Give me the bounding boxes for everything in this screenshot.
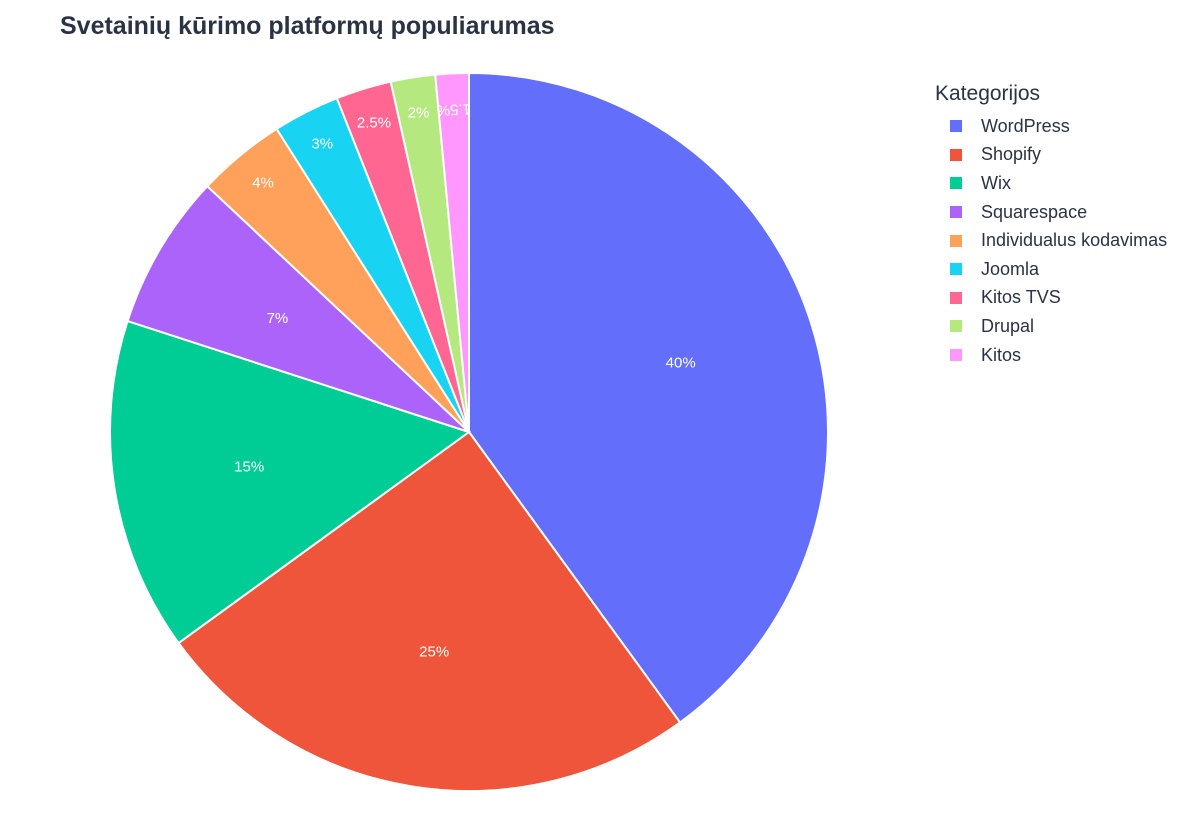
- pie-labels: 40% 25% 15% 7% 4% 3% 2.5% 2% 1.5%: [234, 100, 696, 660]
- legend-swatch: [950, 234, 962, 247]
- legend-swatch: [950, 148, 962, 161]
- legend-swatch: [950, 177, 962, 190]
- chart-title: Svetainių kūrimo platformų populiarumas: [60, 12, 555, 40]
- legend-item-wordpress[interactable]: WordPress: [935, 112, 1167, 141]
- pie-slice-kitos: [434, 71, 470, 433]
- legend-label: Joomla: [981, 258, 1040, 279]
- legend-swatch: [950, 291, 962, 304]
- legend-label: Kitos: [981, 344, 1022, 365]
- pie-slices: [109, 71, 829, 792]
- legend-swatch: [950, 349, 962, 362]
- slice-label-wix: 15%: [234, 458, 264, 475]
- legend: Kategorijos WordPress Shopify Wix Squarespa…: [935, 82, 1167, 369]
- legend-label: Kitos TVS: [981, 287, 1061, 308]
- legend-label: WordPress: [981, 115, 1070, 136]
- legend-swatch: [950, 263, 962, 276]
- slice-label-kitos: 1.5%: [436, 100, 471, 119]
- pie-slice-wix: [109, 319, 472, 645]
- legend-swatch: [950, 320, 962, 333]
- legend-item-wix[interactable]: Wix: [935, 169, 1167, 198]
- legend-title: Kategorijos: [935, 82, 1041, 105]
- slice-label-squarespace: 7%: [267, 310, 289, 327]
- legend-item-individualus-kodavimas[interactable]: Individualus kodavimas: [935, 226, 1167, 255]
- legend-swatch: [950, 120, 962, 133]
- legend-item-kitos[interactable]: Kitos: [935, 341, 1167, 370]
- legend-label: Squarespace: [981, 201, 1088, 222]
- legend-swatch: [950, 206, 962, 219]
- legend-label: Drupal: [981, 315, 1035, 336]
- legend-item-shopify[interactable]: Shopify: [935, 141, 1167, 170]
- slice-label-individualus-kodavimas: 4%: [252, 175, 274, 192]
- legend-item-squarespace[interactable]: Squarespace: [935, 198, 1167, 227]
- slice-label-shopify: 25%: [419, 643, 449, 660]
- pie-slice-squarespace: [126, 184, 470, 433]
- slice-label-drupal: 2%: [408, 104, 430, 121]
- legend-item-joomla[interactable]: Joomla: [935, 255, 1167, 284]
- slice-label-kitos-tvs: 2.5%: [357, 115, 391, 132]
- pie-slice-wordpress: [468, 71, 829, 724]
- pie-slice-shopify: [177, 430, 682, 792]
- legend-items: WordPress Shopify Wix Squarespace Individual…: [935, 112, 1167, 369]
- slice-label-wordpress: 40%: [666, 355, 696, 372]
- legend-item-kitos-tvs[interactable]: Kitos TVS: [935, 284, 1167, 313]
- legend-label: Shopify: [981, 144, 1042, 165]
- legend-label: Individualus kodavimas: [981, 230, 1168, 251]
- legend-item-drupal[interactable]: Drupal: [935, 312, 1167, 341]
- slice-label-joomla: 3%: [311, 136, 333, 153]
- legend-label: Wix: [981, 172, 1011, 193]
